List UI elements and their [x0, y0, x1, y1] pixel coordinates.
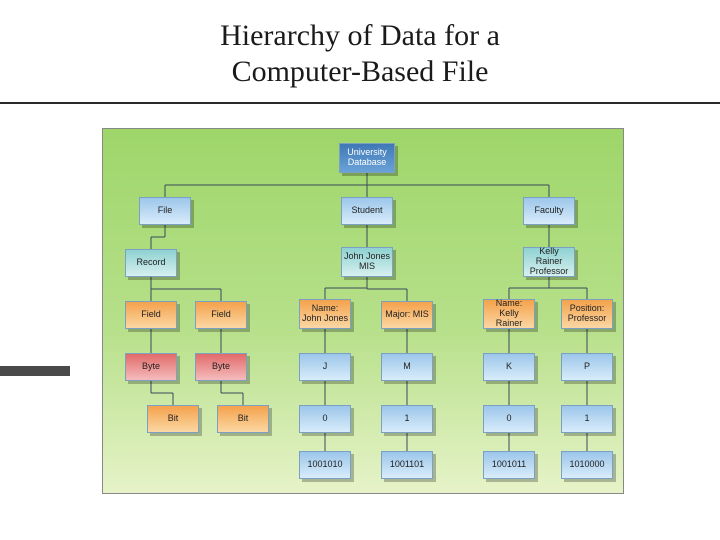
node-label: J — [323, 362, 328, 372]
node-label: Byte — [142, 362, 160, 372]
node-student: Student — [341, 197, 393, 225]
node-label: 1001011 — [492, 460, 526, 470]
node-label: 1 — [584, 414, 589, 424]
page-title: Hierarchy of Data for a Computer-Based F… — [0, 0, 720, 96]
title-underline — [0, 102, 720, 104]
node-label: M — [403, 362, 411, 372]
node-label: 1001101 — [390, 460, 424, 470]
node-label: Major: MIS — [385, 310, 429, 320]
node-label: K — [506, 362, 512, 372]
node-byte2: Byte — [195, 353, 247, 381]
node-label: 1010000 — [569, 460, 604, 470]
accent-bar — [0, 366, 70, 376]
node-label: Name: John Jones — [302, 304, 348, 324]
node-K: K — [483, 353, 535, 381]
node-label: Position: Professor — [568, 304, 607, 324]
node-label: File — [158, 206, 173, 216]
node-major: Major: MIS — [381, 301, 433, 329]
node-label: Bit — [168, 414, 179, 424]
node-label: 0 — [506, 414, 511, 424]
node-bit1: Bit — [147, 405, 199, 433]
hierarchy-diagram: University Database File Student Faculty Rec… — [102, 128, 624, 494]
node-M: M — [381, 353, 433, 381]
node-m1: 1 — [381, 405, 433, 433]
node-label: Faculty — [534, 206, 563, 216]
node-J: J — [299, 353, 351, 381]
node-label: P — [584, 362, 590, 372]
node-jbin: 1001010 — [299, 451, 351, 479]
node-pbin: 1010000 — [561, 451, 613, 479]
node-k0: 0 — [483, 405, 535, 433]
node-label: Field — [141, 310, 161, 320]
node-p1: 1 — [561, 405, 613, 433]
node-label: Student — [351, 206, 382, 216]
node-label: Kelly Rainer Professor — [525, 247, 573, 277]
node-label: John Jones MIS — [344, 252, 390, 272]
node-byte1: Byte — [125, 353, 177, 381]
title-line1: Hierarchy of Data for a — [220, 19, 500, 52]
node-label: 0 — [322, 414, 327, 424]
node-label: University Database — [347, 148, 387, 168]
node-bit2: Bit — [217, 405, 269, 433]
node-label: Record — [136, 258, 165, 268]
node-faculty: Faculty — [523, 197, 575, 225]
node-root: University Database — [339, 143, 395, 173]
node-field1: Field — [125, 301, 177, 329]
node-j0: 0 — [299, 405, 351, 433]
node-field2: Field — [195, 301, 247, 329]
node-label: Bit — [238, 414, 249, 424]
node-label: Name: Kelly Rainer — [485, 299, 533, 329]
node-kbin: 1001011 — [483, 451, 535, 479]
node-mbin: 1001101 — [381, 451, 433, 479]
title-line2: Computer-Based File — [232, 55, 489, 88]
node-pos_prof: Position: Professor — [561, 299, 613, 329]
node-record: Record — [125, 249, 177, 277]
node-label: Field — [211, 310, 231, 320]
node-label: 1 — [404, 414, 409, 424]
node-kr_prof: Kelly Rainer Professor — [523, 247, 575, 277]
node-P: P — [561, 353, 613, 381]
node-file: File — [139, 197, 191, 225]
node-name_kr: Name: Kelly Rainer — [483, 299, 535, 329]
node-label: 1001010 — [307, 460, 342, 470]
diagram-edges — [103, 129, 623, 493]
node-jj_mis: John Jones MIS — [341, 247, 393, 277]
node-label: Byte — [212, 362, 230, 372]
node-name_jj: Name: John Jones — [299, 299, 351, 329]
